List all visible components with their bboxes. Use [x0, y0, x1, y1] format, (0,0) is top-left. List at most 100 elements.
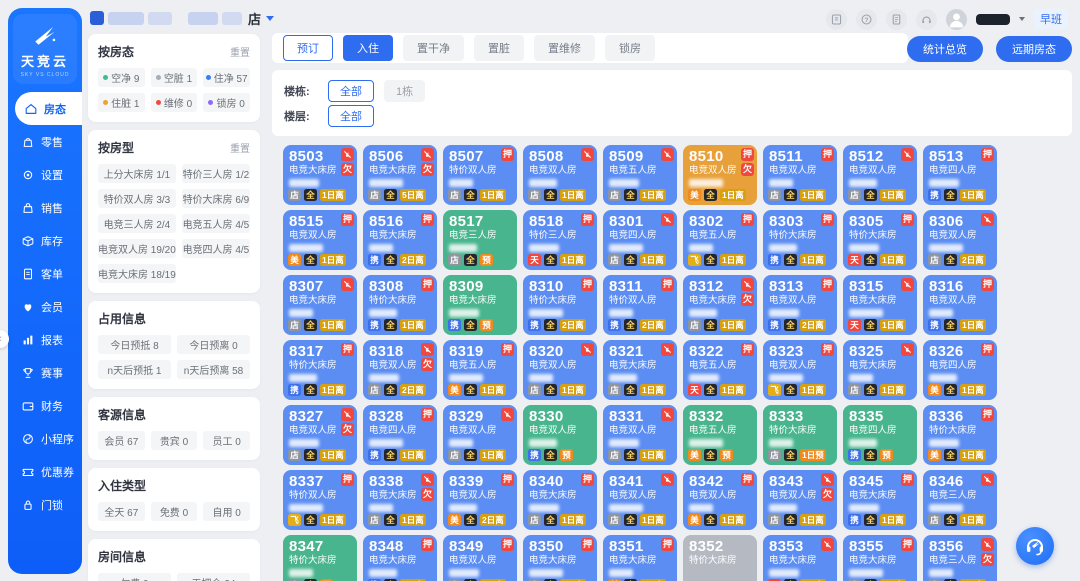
room-card-8312[interactable]: 8312 电竞大床房欠店全 1日离: [683, 275, 757, 335]
room-card-8355[interactable]: 8355电竞大床房押店全1日离: [843, 535, 917, 581]
room-card-8311[interactable]: 8311 特价双人房押携全 2日离: [603, 275, 677, 335]
room-card-8349[interactable]: 8349电竞双人房押店全1日离: [443, 535, 517, 581]
doc-icon-button[interactable]: [886, 8, 907, 30]
filter-chip[interactable]: 电竞四人房 4/5: [181, 239, 250, 258]
building-option-全部[interactable]: 全部: [328, 104, 374, 127]
filter-chip[interactable]: 特价三人房 1/2: [181, 164, 250, 183]
room-card-8510[interactable]: 8510 电竞双人房押欠美全 1日离: [683, 145, 757, 205]
room-card-8303[interactable]: 8303 特价大床房押携全 1日离: [763, 210, 837, 270]
sidebar-item-sales[interactable]: 销售: [8, 191, 82, 224]
room-card-8513[interactable]: 8513 电竞四人房押携全 1日离: [923, 145, 997, 205]
stats-overview-button[interactable]: 统计总览: [907, 36, 983, 62]
future-room-status-button[interactable]: 远期房态: [996, 36, 1072, 62]
reset-link[interactable]: 重置: [230, 144, 250, 155]
sidebar-item-miniapp[interactable]: 小程序: [8, 422, 82, 455]
room-card-8309[interactable]: 8309 电竞大床房携全预: [443, 275, 517, 335]
status-chip-住净[interactable]: 住净 57: [203, 68, 250, 87]
room-card-8351[interactable]: 8351电竞大床房押美全1日离: [603, 535, 677, 581]
filter-chip[interactable]: 欠费 9: [98, 573, 171, 581]
room-card-8517[interactable]: 8517 电竞三人房店全预: [443, 210, 517, 270]
filter-chip[interactable]: n天后预抵 1: [98, 360, 171, 379]
filter-chip[interactable]: 特价双人房 3/3: [98, 189, 176, 208]
sidebar-item-settings[interactable]: 设置: [8, 158, 82, 191]
room-card-8341[interactable]: 8341 电竞双人房店全 1日离: [603, 470, 677, 530]
room-card-8301[interactable]: 8301 电竞四人房店全 1日离: [603, 210, 677, 270]
avatar[interactable]: [946, 8, 967, 30]
room-card-8515[interactable]: 8515 电竞双人房押美全 1日离: [283, 210, 357, 270]
sidebar-item-events[interactable]: 赛事: [8, 356, 82, 389]
reset-link[interactable]: 重置: [230, 48, 250, 59]
room-card-8346[interactable]: 8346 电竞三人房店全 1日离: [923, 470, 997, 530]
status-chip-锁房[interactable]: 锁房 0: [203, 93, 250, 112]
room-card-8326[interactable]: 8326 电竞四人房押美全 1日离: [923, 340, 997, 400]
filter-chip[interactable]: 电竞五人房 4/5: [181, 214, 250, 233]
room-card-8348[interactable]: 8348电竞大床房押携全1日离: [363, 535, 437, 581]
room-card-8353[interactable]: 8353电竞大床房天全1日离: [763, 535, 837, 581]
help-icon-button[interactable]: ?: [856, 8, 877, 30]
room-card-8336[interactable]: 8336 特价大床房押美全 1日离: [923, 405, 997, 465]
filter-chip[interactable]: 免费 0: [150, 502, 198, 521]
room-card-8506[interactable]: 8506 电竞大床房欠店全 5日离: [363, 145, 437, 205]
sidebar-item-orders[interactable]: 客单: [8, 257, 82, 290]
toolbar-button-置干净[interactable]: 置干净: [403, 35, 464, 61]
room-card-8356[interactable]: 8356电竞三人房欠店全1日离: [923, 535, 997, 581]
chevron-down-icon[interactable]: [1019, 17, 1025, 21]
room-card-8507[interactable]: 8507 特价双人房押店全 1日离: [443, 145, 517, 205]
room-card-8327[interactable]: 8327 电竞双人房欠店全 1日离: [283, 405, 357, 465]
room-card-8508[interactable]: 8508 电竞双人房店全 1日离: [523, 145, 597, 205]
sidebar-item-finance[interactable]: 财务: [8, 389, 82, 422]
room-card-8319[interactable]: 8319 电竞五人房押美全 1日离: [443, 340, 517, 400]
status-chip-空脏[interactable]: 空脏 1: [150, 68, 198, 87]
room-card-8516[interactable]: 8516 电竞大床房押携全 2日离: [363, 210, 437, 270]
filter-chip[interactable]: 特价大床房 6/9: [181, 189, 250, 208]
room-card-8335[interactable]: 8335 电竞四人房携全预: [843, 405, 917, 465]
room-card-8325[interactable]: 8325 电竞大床房店全 1日离: [843, 340, 917, 400]
room-card-8308[interactable]: 8308 特价大床房押携全 1日离: [363, 275, 437, 335]
room-card-8512[interactable]: 8512 电竞双人房店全 1日离: [843, 145, 917, 205]
status-chip-空净[interactable]: 空净 9: [98, 68, 145, 87]
collapse-sidebar-handle[interactable]: ‹: [0, 330, 9, 348]
room-card-8322[interactable]: 8322 电竞五人房押天全 1日离: [683, 340, 757, 400]
customer-service-button[interactable]: [1016, 527, 1054, 565]
room-card-8330[interactable]: 8330 电竞双人房携全预: [523, 405, 597, 465]
room-card-8338[interactable]: 8338 电竞大床房欠店全 1日离: [363, 470, 437, 530]
room-card-8509[interactable]: 8509 电竞五人房店全 1日离: [603, 145, 677, 205]
sidebar-item-coupons[interactable]: 优惠券: [8, 455, 82, 488]
room-card-8318[interactable]: 8318 电竞双人房欠店全 2日离: [363, 340, 437, 400]
filter-chip[interactable]: 自用 0: [203, 502, 250, 521]
room-card-8302[interactable]: 8302 电竞五人房押飞全 1日离: [683, 210, 757, 270]
room-card-8350[interactable]: 8350电竞大床房押店全1日离: [523, 535, 597, 581]
room-card-8347[interactable]: 8347特价大床房店全预: [283, 535, 357, 581]
room-card-8333[interactable]: 8333 特价大床房店全 1日预: [763, 405, 837, 465]
room-card-8342[interactable]: 8342 电竞双人房押美全 1日离: [683, 470, 757, 530]
room-card-8306[interactable]: 8306 电竞双人房店全 2日离: [923, 210, 997, 270]
room-card-8328[interactable]: 8328 电竞四人房押携全 1日离: [363, 405, 437, 465]
filter-chip[interactable]: 电竞三人房 2/4: [98, 214, 176, 233]
room-card-8313[interactable]: 8313 电竞双人房押携全 2日离: [763, 275, 837, 335]
sidebar-item-retail[interactable]: 零售: [8, 125, 82, 158]
filter-chip[interactable]: 无押金 24: [177, 573, 250, 581]
filter-chip[interactable]: 会员 67: [98, 431, 145, 450]
room-card-8343[interactable]: 8343 电竞双人房欠店全 1日离: [763, 470, 837, 530]
room-card-8305[interactable]: 8305 特价大床房押天全 1日离: [843, 210, 917, 270]
room-card-8345[interactable]: 8345 电竞大床房押携全 1日离: [843, 470, 917, 530]
toolbar-button-置脏[interactable]: 置脏: [474, 35, 524, 61]
room-card-8503[interactable]: 8503 电竞大床房欠店全 1日离: [283, 145, 357, 205]
filter-chip[interactable]: 员工 0: [203, 431, 250, 450]
room-card-8337[interactable]: 8337 特价双人房押飞全 1日离: [283, 470, 357, 530]
headset-icon-button[interactable]: [916, 8, 937, 30]
sidebar-item-members[interactable]: 会员: [8, 290, 82, 323]
sidebar-item-room-status[interactable]: 房态: [15, 92, 82, 125]
filter-chip[interactable]: 电竞大床房 18/19: [98, 264, 176, 283]
room-card-8339[interactable]: 8339 电竞双人房押美全 2日离: [443, 470, 517, 530]
toolbar-button-预订[interactable]: 预订: [283, 35, 333, 61]
room-card-8315[interactable]: 8315 电竞大床房天全 1日离: [843, 275, 917, 335]
room-card-8323[interactable]: 8323 电竞双人房押飞全 1日离: [763, 340, 837, 400]
room-card-8352[interactable]: 8352 特价大床房: [683, 535, 757, 581]
room-card-8518[interactable]: 8518 特价三人房押天全 1日离: [523, 210, 597, 270]
room-card-8307[interactable]: 8307 电竞大床房店全 1日离: [283, 275, 357, 335]
room-card-8329[interactable]: 8329 电竞双人房店全 1日离: [443, 405, 517, 465]
filter-chip[interactable]: 全天 67: [98, 502, 145, 521]
room-card-8317[interactable]: 8317 特价大床房押携全 1日离: [283, 340, 357, 400]
filter-chip[interactable]: 今日预抵 8: [98, 335, 171, 354]
